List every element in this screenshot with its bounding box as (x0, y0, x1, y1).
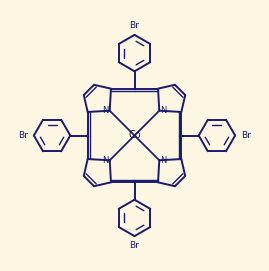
Text: Br: Br (130, 241, 139, 250)
Text: Br: Br (241, 131, 251, 140)
Text: N: N (102, 106, 109, 115)
Text: N: N (160, 156, 167, 165)
Text: N: N (102, 156, 109, 165)
Text: N: N (160, 106, 167, 115)
Text: Co: Co (128, 131, 141, 140)
Text: Br: Br (130, 21, 139, 30)
Text: Br: Br (18, 131, 28, 140)
